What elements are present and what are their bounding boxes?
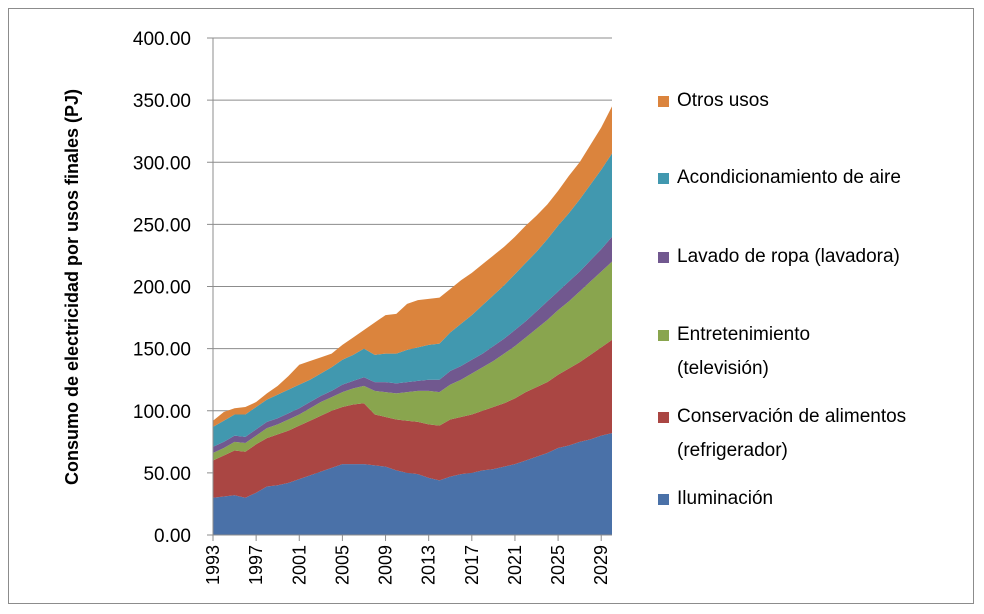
area xyxy=(213,433,612,535)
legend-item: Entretenimiento (televisión) xyxy=(658,318,887,386)
legend-item: Lavado de ropa (lavadora) xyxy=(658,240,972,274)
area xyxy=(213,261,612,461)
legend-swatch xyxy=(658,96,669,107)
legend-label: Conservación de alimentos (refrigerador) xyxy=(677,406,907,461)
legend-swatch xyxy=(658,252,669,263)
y-tick-label: 0.00 xyxy=(154,526,191,547)
legend-label: Lavado de ropa (lavadora) xyxy=(677,246,900,267)
x-tick-label: 2021 xyxy=(505,545,525,585)
x-tick-label: 2025 xyxy=(548,545,568,585)
y-tick-label: 400.00 xyxy=(133,29,191,50)
x-tick-label: 2001 xyxy=(289,545,309,585)
legend-swatch xyxy=(658,173,669,184)
y-tick-label: 150.00 xyxy=(133,340,191,361)
legend-item: Acondicionamiento de aire xyxy=(658,161,972,195)
x-tick-label: 2013 xyxy=(419,545,439,585)
y-tick-label: 200.00 xyxy=(133,278,191,299)
area xyxy=(213,339,612,498)
legend-label: Entretenimiento (televisión) xyxy=(677,324,811,379)
y-axis-label: Consumo de electricidad por usos finales… xyxy=(62,88,82,486)
x-tick-label: 2017 xyxy=(462,545,482,585)
y-tick-label: 300.00 xyxy=(133,153,191,174)
legend-swatch xyxy=(658,494,669,505)
y-tick-label: 50.00 xyxy=(143,464,191,485)
x-tick-label: 1997 xyxy=(246,545,266,585)
legend-label: Acondicionamiento de aire xyxy=(677,167,901,188)
legend-item: Iluminación xyxy=(658,482,972,516)
x-tick-label: 2005 xyxy=(332,545,352,585)
x-tick-label: 2009 xyxy=(376,545,396,585)
legend-label: Otros usos xyxy=(677,90,769,111)
legend-label: Iluminación xyxy=(677,488,774,509)
axes: 0.00 50.00 100.00 150.00 200.00 250.00 300.00 3… xyxy=(133,29,612,585)
areas xyxy=(213,106,612,535)
chart-frame xyxy=(8,8,974,604)
area xyxy=(213,153,612,447)
legend-item: Conservación de alimentos (refrigerador) xyxy=(658,400,972,468)
x-tick-label: 2029 xyxy=(591,545,611,585)
x-tick-label: 1993 xyxy=(203,545,223,585)
y-tick-label: 250.00 xyxy=(133,215,191,236)
legend-swatch xyxy=(658,330,669,341)
y-tick-label: 350.00 xyxy=(133,91,191,112)
legend-swatch xyxy=(658,412,669,423)
legend-item: Otros usos xyxy=(658,84,972,118)
y-tick-label: 100.00 xyxy=(133,402,191,423)
